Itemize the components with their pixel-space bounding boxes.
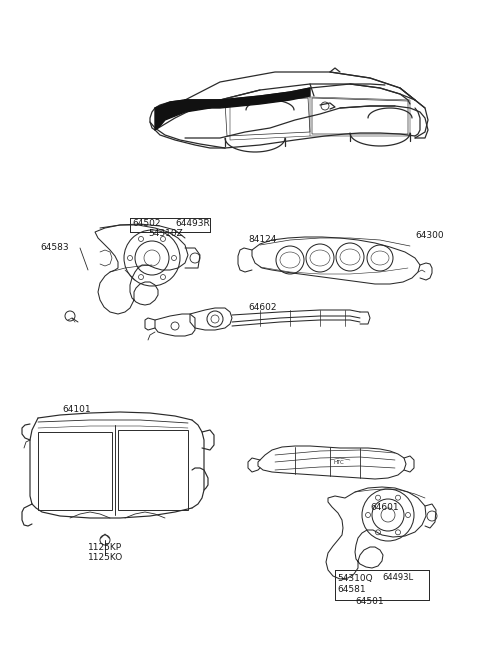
Polygon shape: [185, 88, 310, 108]
Text: 64583: 64583: [40, 244, 69, 252]
Bar: [335, 570, 429, 600]
Text: 64101: 64101: [62, 405, 91, 415]
Bar: [335, 570, 429, 600]
Text: 64493R: 64493R: [175, 219, 210, 229]
Text: 64601: 64601: [370, 504, 398, 512]
Text: 64493L: 64493L: [382, 574, 413, 582]
Text: 54310Z: 54310Z: [148, 229, 183, 238]
Text: 64502: 64502: [132, 219, 160, 229]
Bar: [130, 218, 210, 232]
Text: 64501: 64501: [355, 597, 384, 607]
Text: 64300: 64300: [415, 231, 444, 240]
Text: 64602: 64602: [248, 303, 276, 312]
Text: 1125KO: 1125KO: [88, 553, 123, 563]
Bar: [118, 430, 188, 510]
Text: HTC: HTC: [333, 460, 344, 464]
Bar: [130, 218, 210, 232]
Text: 54310Q: 54310Q: [337, 574, 372, 582]
Text: 64581: 64581: [337, 586, 366, 595]
Text: 84124: 84124: [248, 236, 276, 244]
Text: 1125KP: 1125KP: [88, 544, 122, 553]
Polygon shape: [155, 100, 220, 130]
Bar: [38, 432, 112, 510]
